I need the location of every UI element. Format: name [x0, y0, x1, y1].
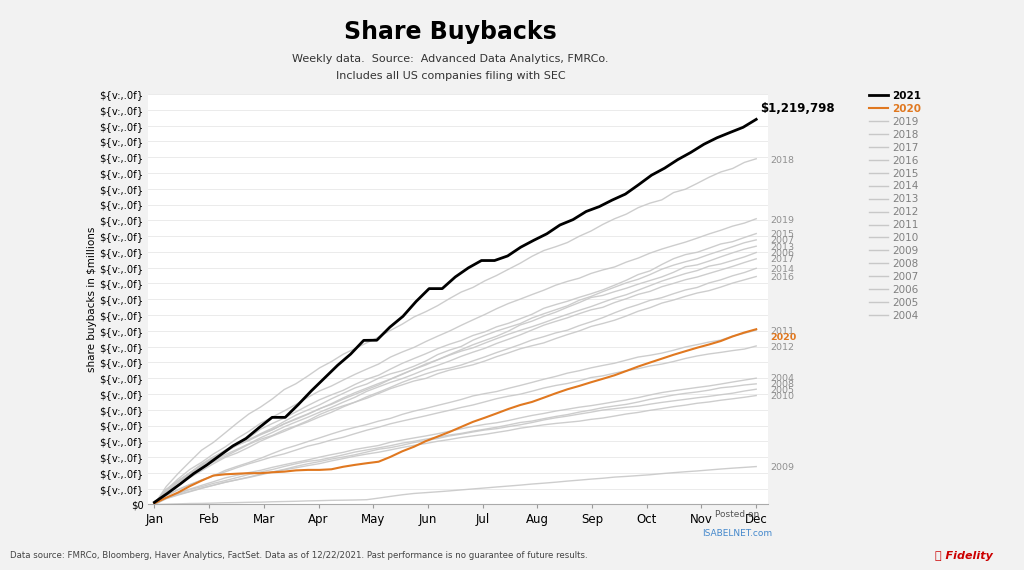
Text: 2010: 2010 [770, 392, 795, 401]
Text: Includes all US companies filing with SEC: Includes all US companies filing with SE… [336, 71, 565, 82]
Text: 2008: 2008 [770, 380, 795, 389]
Text: 2016: 2016 [770, 272, 795, 282]
Text: 2007: 2007 [770, 237, 795, 245]
Text: Data source: FMRCo, Bloomberg, Haver Analytics, FactSet. Data as of 12/22/2021. : Data source: FMRCo, Bloomberg, Haver Ana… [10, 551, 588, 560]
Text: 2004: 2004 [770, 374, 795, 383]
Text: 2009: 2009 [770, 463, 795, 472]
Text: $1,219,798: $1,219,798 [760, 101, 835, 115]
Text: 2015: 2015 [770, 230, 795, 239]
Text: 2020: 2020 [770, 333, 797, 341]
Text: 2005: 2005 [770, 386, 795, 394]
Text: 2019: 2019 [770, 216, 795, 225]
Text: Share Buybacks: Share Buybacks [344, 20, 557, 44]
Text: 2017: 2017 [770, 255, 795, 264]
Legend: 2021, 2020, 2019, 2018, 2017, 2016, 2015, 2014, 2013, 2012, 2011, 2010, 2009, 20: 2021, 2020, 2019, 2018, 2017, 2016, 2015… [869, 91, 922, 321]
Text: 2006: 2006 [770, 249, 795, 258]
Y-axis label: share buybacks in $millions: share buybacks in $millions [87, 226, 96, 372]
Text: 2018: 2018 [770, 156, 795, 165]
Text: 2014: 2014 [770, 264, 795, 274]
Text: ISABELNET.com: ISABELNET.com [702, 529, 772, 538]
Text: Ⓜ Fidelity: Ⓜ Fidelity [935, 551, 993, 561]
Text: 2011: 2011 [770, 327, 795, 336]
Text: 2013: 2013 [770, 243, 795, 252]
Text: 2012: 2012 [770, 343, 795, 352]
Text: Posted on: Posted on [715, 510, 760, 519]
Text: Weekly data.  Source:  Advanced Data Analytics, FMRCo.: Weekly data. Source: Advanced Data Analy… [292, 54, 609, 64]
